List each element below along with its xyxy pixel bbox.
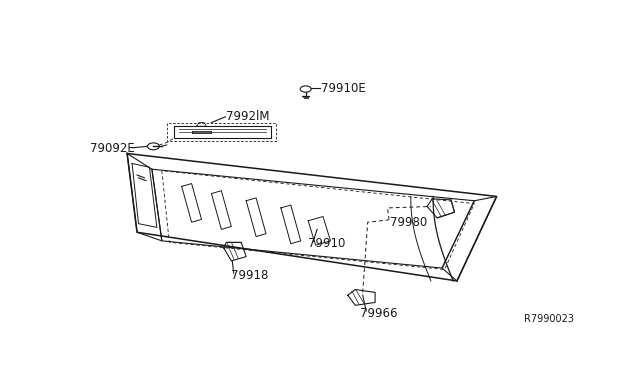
Text: 79910: 79910 — [308, 237, 346, 250]
Text: R7990023: R7990023 — [524, 314, 574, 324]
Text: 79092E: 79092E — [90, 142, 134, 155]
Text: 79966: 79966 — [360, 307, 397, 320]
Text: 79910E: 79910E — [321, 82, 365, 95]
Text: 7992lM: 7992lM — [227, 110, 270, 124]
Text: 79918: 79918 — [231, 269, 269, 282]
Text: 79980: 79980 — [390, 216, 428, 229]
